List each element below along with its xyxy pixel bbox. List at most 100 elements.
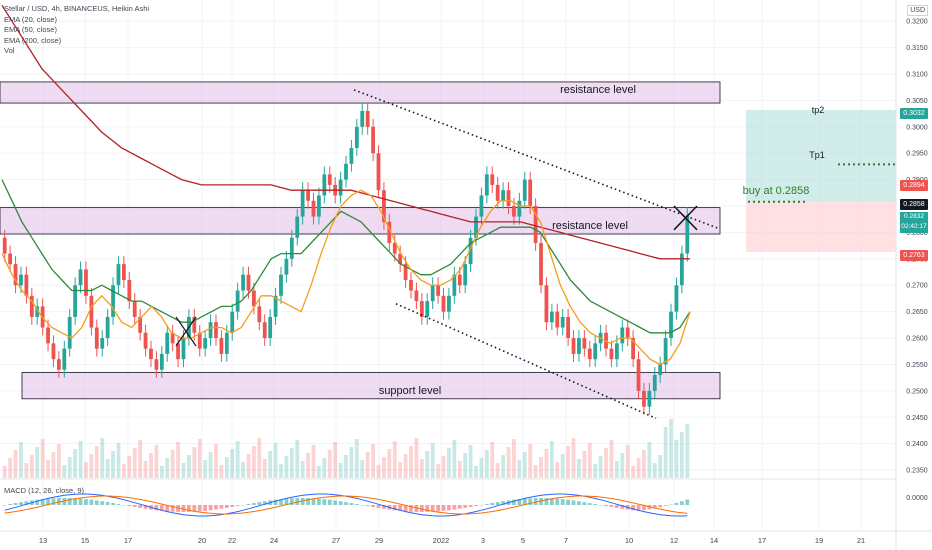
volume-bar [609,440,614,478]
macd-histogram-bar [517,499,522,505]
macd-histogram-bar [127,505,132,507]
macd-histogram-bar [349,503,354,505]
macd-histogram-bar [392,505,397,511]
macd-histogram-bar [317,498,321,505]
volume-bar [566,446,571,478]
macd-histogram-bar [138,505,143,508]
volume-legend[interactable]: Vol [4,46,15,55]
macd-histogram-bar [295,498,300,505]
volume-bar [203,460,208,478]
candle-body [452,274,457,296]
macd-histogram-bar [620,505,625,509]
macd-histogram-bar [24,501,29,505]
candle-body [8,253,13,265]
candle-body [663,338,668,365]
volume-bar [289,448,294,478]
candle-body [539,243,543,286]
candle-body [62,348,67,370]
macd-histogram-bar [214,505,218,510]
candle-body [29,295,34,317]
macd-histogram-bar [235,505,240,506]
candle-body [344,163,348,180]
candle-body [73,285,78,317]
ema50-legend[interactable]: EMA (50, close) [4,25,57,34]
volume-bar [528,444,533,478]
candle-body [474,216,478,238]
macd-histogram-bar [338,501,343,505]
candle-body [159,353,164,370]
volume-bar [506,447,511,478]
macd-histogram-bar [19,502,23,505]
volume-bar [165,458,170,478]
volume-bar [495,463,500,478]
ema20-legend[interactable]: EMA (20, close) [4,14,57,24]
macd-histogram-bar [501,501,505,505]
y-tick-label: 0.2800 [906,230,928,237]
macd-histogram-bar [376,505,381,508]
candle-body [495,184,500,201]
volume-bar [436,464,440,478]
currency-label[interactable]: USD [907,5,928,16]
volume-bar [636,458,641,478]
resistance-top-label: resistance level [560,84,636,96]
volume-bar [121,464,126,478]
macd-histogram-bar [549,498,554,505]
candle-body [522,179,527,201]
candle-body [105,316,110,339]
resistance-mid-label: resistance level [552,220,628,232]
candle-body [544,285,549,323]
candle-body [197,332,202,349]
candle-body [382,190,386,222]
macd-histogram-bar [284,498,289,505]
macd-histogram-bar [539,498,543,505]
volume-bar [327,450,332,478]
volume-bar [2,466,7,478]
x-tick-label: 10 [625,536,633,545]
macd-histogram-bar [398,505,403,511]
volume-bar [593,464,598,478]
macd-histogram-bar [447,505,451,511]
macd-histogram-bar [8,504,13,505]
macd-histogram-bar [533,498,538,505]
volume-bar [409,446,413,478]
candle-body [577,338,581,354]
macd-histogram-bar [636,505,641,511]
candle-body [273,295,278,317]
candle-body [56,359,61,370]
ema200-legend[interactable]: EMA (200, close) [4,35,62,45]
volume-bar [154,445,159,478]
candle-body [51,343,56,360]
volume-bar [398,462,403,478]
macd-histogram-bar [89,499,94,505]
volume-bar [268,451,273,478]
macd-histogram-bar [474,505,478,506]
volume-bar [214,444,218,478]
macd-histogram-bar [219,505,224,509]
volume-bar [143,461,148,478]
volume-bar [13,450,18,478]
candle-body [490,174,495,185]
volume-bar [56,444,61,478]
volume-bar [170,450,175,478]
y-tick-label: 0.2650 [906,309,928,316]
macd-histogram-bar [528,498,533,505]
candle-body [295,216,300,238]
volume-bar [100,438,105,478]
volume-bar [94,446,99,478]
volume-bar [67,457,72,478]
volume-bar [230,449,235,478]
volume-bar [333,442,338,478]
candle-body [230,311,235,333]
y-tick-label: 0.3150 [906,45,928,52]
macd-histogram-bar [116,504,121,505]
macd-legend[interactable]: MACD (12, 26, close, 9) [4,486,85,495]
ema50-line [1,179,691,334]
macd-histogram-bar [311,498,316,505]
x-tick-label: 21 [857,536,865,545]
candle-body [549,311,554,323]
macd-histogram-bar [479,504,484,506]
candle-body [246,274,251,291]
ema-lines [1,5,691,366]
volume-bar [484,450,489,478]
